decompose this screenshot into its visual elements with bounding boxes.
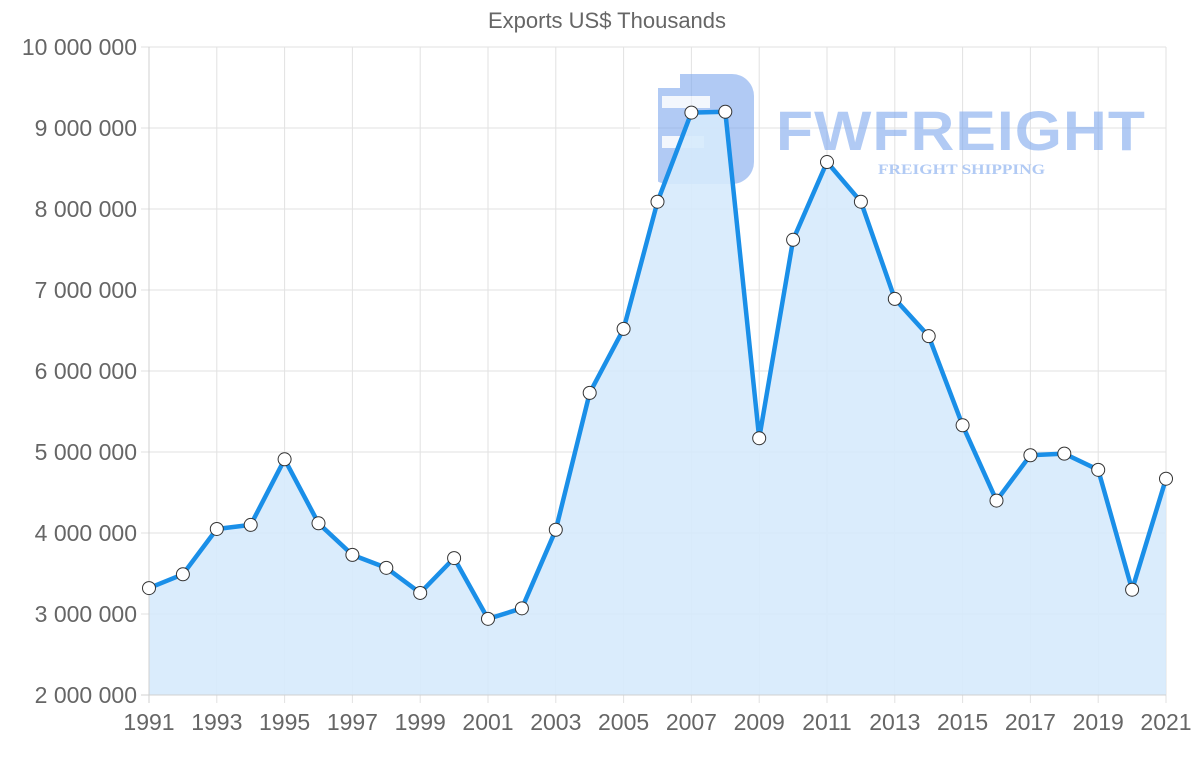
- data-point-2021[interactable]: [1159, 471, 1173, 486]
- data-point-2005[interactable]: [616, 321, 631, 336]
- data-point-2019[interactable]: [1091, 462, 1106, 477]
- y-tick-label: 7 000 000: [35, 277, 137, 303]
- x-tick-label: 2013: [869, 709, 920, 735]
- x-tick-label: 2011: [802, 709, 851, 735]
- y-axis-labels: 2 000 000 3 000 000 4 000 000 5 000 000 6 00…: [22, 34, 137, 708]
- watermark-tagline: FREIGHT SHIPPING: [878, 162, 1045, 178]
- data-point-2009[interactable]: [752, 431, 767, 446]
- data-point-2020[interactable]: [1125, 582, 1140, 597]
- x-tick-label: 2015: [937, 709, 988, 735]
- x-tick-label: 2007: [666, 709, 717, 735]
- y-tick-label: 10 000 000: [22, 34, 137, 60]
- data-point-2013[interactable]: [887, 291, 902, 306]
- x-tick-label: 1993: [191, 709, 242, 735]
- x-tick-label: 1999: [395, 709, 446, 735]
- y-tick-label: 5 000 000: [35, 439, 137, 465]
- data-point-1992[interactable]: [175, 567, 190, 582]
- data-point-1997[interactable]: [345, 547, 360, 562]
- x-axis-labels: 1991 1993 1995 1997 1999 2001 2003 2005 2007 2009…: [123, 709, 1191, 735]
- x-tick-label: 2017: [1005, 709, 1056, 735]
- data-point-2016[interactable]: [989, 493, 1004, 508]
- data-point-1993[interactable]: [209, 521, 224, 536]
- watermark-brand: FWFREIGHT: [776, 99, 1146, 162]
- data-point-2008[interactable]: [718, 104, 733, 119]
- data-point-2004[interactable]: [582, 385, 597, 400]
- y-tick-label: 9 000 000: [35, 115, 137, 141]
- x-tick-label: 2003: [530, 709, 581, 735]
- y-tick-label: 8 000 000: [35, 196, 137, 222]
- data-point-1999[interactable]: [413, 585, 428, 600]
- data-point-2014[interactable]: [921, 329, 936, 344]
- x-tick-label: 2005: [598, 709, 649, 735]
- data-point-1994[interactable]: [243, 517, 258, 532]
- data-point-1995[interactable]: [277, 452, 292, 467]
- data-point-1996[interactable]: [311, 516, 326, 531]
- data-point-2011[interactable]: [820, 155, 834, 170]
- x-tick-label: 1995: [259, 709, 310, 735]
- area-fill: [149, 111, 1166, 696]
- data-point-2003[interactable]: [548, 522, 563, 537]
- x-tick-label: 2019: [1073, 709, 1124, 735]
- data-point-2001[interactable]: [481, 611, 495, 626]
- data-points: [142, 104, 1173, 626]
- data-point-2000[interactable]: [447, 551, 462, 566]
- chart-title: Exports US$ Thousands: [487, 8, 727, 33]
- data-point-2012[interactable]: [853, 194, 868, 209]
- x-tick-label: 1997: [327, 709, 378, 735]
- x-tick-label: 2009: [734, 709, 785, 735]
- data-point-1998[interactable]: [379, 560, 394, 575]
- data-point-2017[interactable]: [1023, 448, 1038, 463]
- data-point-2015[interactable]: [955, 418, 970, 433]
- x-tick-label: 1991: [123, 709, 174, 735]
- data-point-2006[interactable]: [650, 194, 665, 209]
- y-tick-label: 6 000 000: [35, 358, 137, 384]
- area-fill-path: [149, 111, 1166, 696]
- data-point-2007[interactable]: [684, 105, 699, 120]
- data-point-2010[interactable]: [786, 232, 801, 247]
- data-point-1991[interactable]: [142, 581, 156, 596]
- x-tick-label: 2001: [462, 709, 513, 735]
- data-point-2018[interactable]: [1057, 446, 1072, 461]
- y-tick-label: 4 000 000: [35, 520, 137, 546]
- y-tick-label: 2 000 000: [35, 682, 137, 708]
- y-tick-label: 3 000 000: [35, 601, 137, 627]
- x-tick-label: 2021: [1140, 709, 1191, 735]
- data-point-2002[interactable]: [514, 601, 529, 616]
